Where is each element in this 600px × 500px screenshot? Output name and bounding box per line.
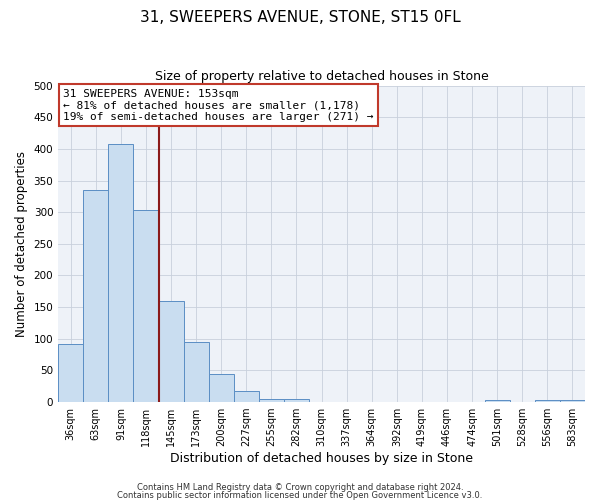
- Bar: [560, 400, 585, 402]
- Bar: [284, 399, 309, 402]
- Text: Contains HM Land Registry data © Crown copyright and database right 2024.: Contains HM Land Registry data © Crown c…: [137, 483, 463, 492]
- Bar: [209, 374, 234, 402]
- Bar: [234, 390, 259, 402]
- Text: 31, SWEEPERS AVENUE, STONE, ST15 0FL: 31, SWEEPERS AVENUE, STONE, ST15 0FL: [140, 10, 460, 25]
- Bar: [485, 400, 510, 402]
- Y-axis label: Number of detached properties: Number of detached properties: [15, 151, 28, 337]
- Bar: [259, 399, 284, 402]
- Text: Contains public sector information licensed under the Open Government Licence v3: Contains public sector information licen…: [118, 490, 482, 500]
- Bar: [535, 400, 560, 402]
- X-axis label: Distribution of detached houses by size in Stone: Distribution of detached houses by size …: [170, 452, 473, 465]
- Bar: [109, 144, 133, 402]
- Title: Size of property relative to detached houses in Stone: Size of property relative to detached ho…: [155, 70, 488, 83]
- Bar: [184, 342, 209, 402]
- Bar: [83, 190, 109, 402]
- Bar: [133, 210, 158, 402]
- Bar: [58, 344, 83, 402]
- Bar: [158, 301, 184, 402]
- Text: 31 SWEEPERS AVENUE: 153sqm
← 81% of detached houses are smaller (1,178)
19% of s: 31 SWEEPERS AVENUE: 153sqm ← 81% of deta…: [64, 88, 374, 122]
